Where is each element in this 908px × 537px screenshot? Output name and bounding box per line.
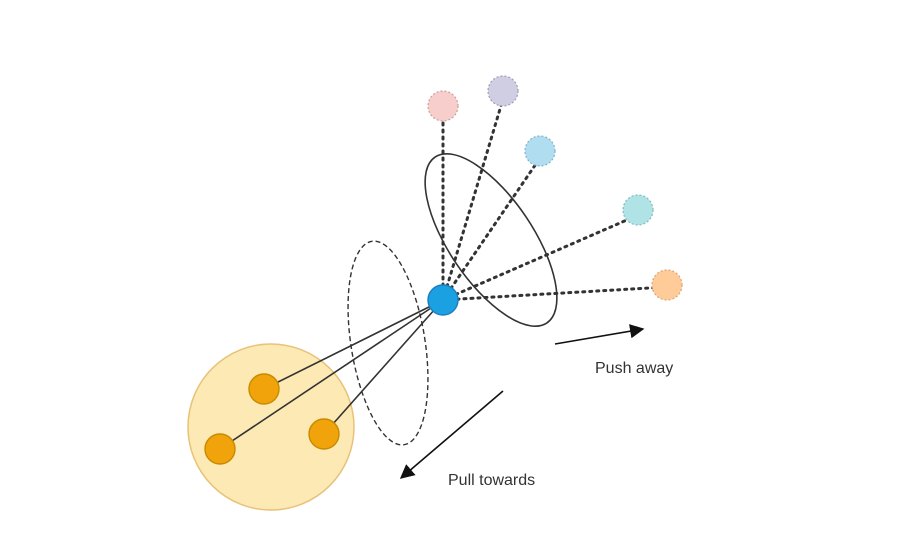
link-negative-lavender (441, 97, 505, 302)
positive-nodes (204, 373, 340, 465)
positive-cluster (187, 343, 355, 511)
negative-pink (427, 90, 459, 122)
negative-teal (622, 194, 654, 226)
negative-links (441, 97, 668, 302)
anchor (427, 284, 459, 316)
link-positive-3 (323, 299, 444, 435)
positive-boundary-ellipse (347, 240, 429, 446)
link-positive-2 (219, 299, 444, 450)
positive-1 (248, 373, 280, 405)
negative-peach (651, 269, 683, 301)
push-away-label: Push away (595, 360, 673, 377)
link-negative-peach (441, 285, 668, 302)
pull-towards-arrow (399, 390, 504, 479)
negative-lavender (487, 75, 519, 107)
positive-3 (308, 418, 340, 450)
link-negative-teal (441, 214, 638, 302)
negative-sky (524, 135, 556, 167)
negative-boundary-ellipse (424, 153, 558, 327)
positive-links (219, 299, 444, 450)
positive-2 (204, 433, 236, 465)
pull-towards-label: Pull towards (448, 472, 535, 489)
negative-nodes (427, 75, 683, 301)
push-away-arrow (554, 324, 645, 345)
link-positive-1 (263, 299, 444, 390)
link-negative-sky (441, 156, 542, 302)
